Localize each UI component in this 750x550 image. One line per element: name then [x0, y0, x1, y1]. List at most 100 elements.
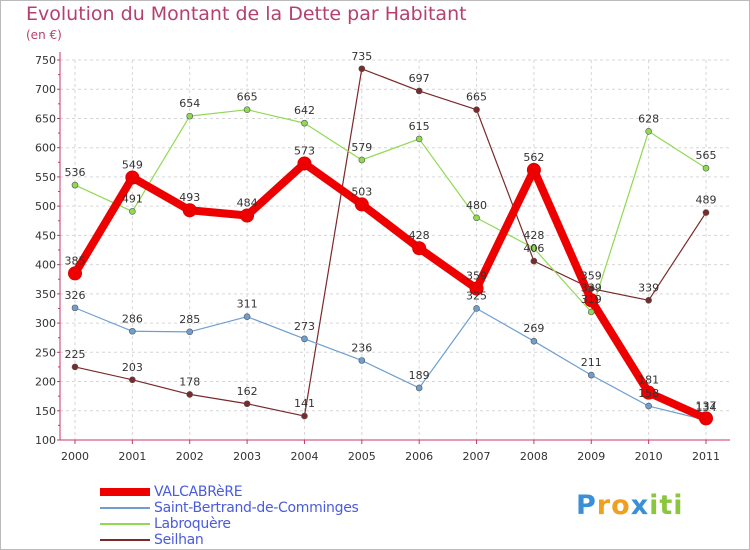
- data-point: [243, 313, 251, 320]
- data-label: 489: [696, 194, 717, 207]
- data-label: 428: [409, 229, 430, 242]
- x-tick-label: 2006: [405, 450, 433, 463]
- data-point: [587, 308, 595, 316]
- y-tick-label: 650: [35, 112, 56, 125]
- data-labels: 385 549 493 484 573 503 428 359 562 339 181 137 326 2…: [65, 50, 717, 414]
- series-markers: [68, 65, 713, 426]
- data-point: [301, 412, 308, 420]
- data-label: 735: [351, 50, 372, 63]
- data-point: [243, 400, 251, 408]
- proxiti-logo: Proxiti: [576, 490, 684, 521]
- logo-letter: o: [611, 490, 631, 521]
- legend-item: VALCABRèRE: [100, 484, 359, 500]
- x-tick-label: 2005: [348, 450, 376, 463]
- data-point: [473, 305, 480, 312]
- data-label: 573: [294, 144, 315, 157]
- data-label: 428: [523, 229, 544, 242]
- legend-item: Seilhan: [100, 532, 359, 548]
- series-line-1: [74, 307, 707, 421]
- data-point: [71, 304, 79, 312]
- x-tick-label: 2002: [176, 450, 204, 463]
- logo-letter: t: [659, 490, 674, 521]
- logo-letter: P: [576, 490, 597, 521]
- data-label: 189: [409, 369, 430, 382]
- data-label: 503: [351, 185, 372, 198]
- data-point: [129, 376, 136, 384]
- data-point: [584, 293, 599, 308]
- data-label: 536: [65, 166, 86, 179]
- legend-label: Saint-Bertrand-de-Comminges: [154, 500, 359, 516]
- data-label: 579: [351, 141, 372, 154]
- legend-label: VALCABRèRE: [154, 484, 243, 500]
- chart-title: Evolution du Montant de la Dette par Hab…: [26, 3, 467, 25]
- x-tick-label: 2009: [577, 450, 605, 463]
- data-point: [240, 208, 255, 223]
- data-label: 141: [294, 397, 315, 410]
- grid-lines: [60, 59, 730, 441]
- y-tick-label: 150: [35, 405, 56, 418]
- data-label: 697: [409, 72, 430, 85]
- data-point: [530, 244, 538, 252]
- data-point: [473, 106, 480, 113]
- data-label: 385: [65, 254, 86, 267]
- data-label: 493: [179, 191, 200, 204]
- data-label: 491: [122, 192, 143, 205]
- legend-swatch: [100, 507, 150, 509]
- legend-swatch: [100, 488, 150, 496]
- x-tick-label: 2000: [61, 450, 89, 463]
- data-label: 225: [65, 348, 86, 361]
- data-point: [358, 357, 366, 364]
- y-tick-label: 400: [35, 259, 56, 272]
- data-point: [71, 181, 79, 189]
- data-point: [354, 197, 369, 212]
- x-tick-label: 2011: [692, 450, 720, 463]
- data-point: [186, 328, 194, 336]
- data-label: 319: [581, 293, 602, 306]
- logo-letter: i: [649, 490, 660, 521]
- data-point: [530, 257, 538, 265]
- data-label: 203: [122, 361, 143, 374]
- data-point: [587, 285, 595, 292]
- data-point: [415, 384, 423, 392]
- data-point: [182, 203, 197, 218]
- data-point: [129, 327, 136, 335]
- data-point: [415, 87, 423, 95]
- data-point: [186, 391, 194, 398]
- logo-letter: x: [630, 490, 650, 521]
- data-point: [415, 135, 423, 143]
- logo-letter: i: [673, 490, 684, 521]
- data-label: 484: [237, 197, 258, 210]
- x-tick-label: 2003: [233, 450, 261, 463]
- data-point: [412, 241, 427, 256]
- data-label: 178: [179, 375, 200, 388]
- logo-letter: r: [596, 490, 612, 521]
- data-label: 359: [581, 270, 602, 283]
- legend-item: Labroquère: [100, 516, 359, 532]
- data-point: [645, 296, 652, 304]
- data-point: [641, 385, 656, 400]
- x-tick-label: 2004: [290, 450, 318, 463]
- data-label: 311: [237, 298, 258, 311]
- data-label: 269: [523, 322, 544, 335]
- axes: 100 150 200 250 300 350 400 450 500 550 600 650 700 7…: [35, 52, 730, 463]
- y-tick-label: 200: [35, 376, 56, 389]
- data-label: 480: [466, 199, 487, 212]
- y-tick-label: 350: [35, 288, 56, 301]
- data-label: 158: [638, 387, 659, 400]
- data-label: 286: [122, 312, 143, 325]
- data-point: [526, 162, 541, 177]
- legend-label: Seilhan: [154, 532, 204, 548]
- data-point: [71, 363, 79, 371]
- series-lines: [71, 68, 710, 423]
- data-label: 285: [179, 313, 200, 326]
- y-tick-label: 550: [35, 171, 56, 184]
- data-point: [702, 209, 710, 216]
- x-tick-label: 2001: [118, 450, 146, 463]
- y-tick-label: 100: [35, 434, 56, 447]
- data-point: [358, 156, 366, 164]
- data-point: [301, 335, 308, 343]
- data-label: 359: [466, 270, 487, 283]
- data-point: [469, 281, 484, 296]
- legend-item: Saint-Bertrand-de-Comminges: [100, 500, 359, 516]
